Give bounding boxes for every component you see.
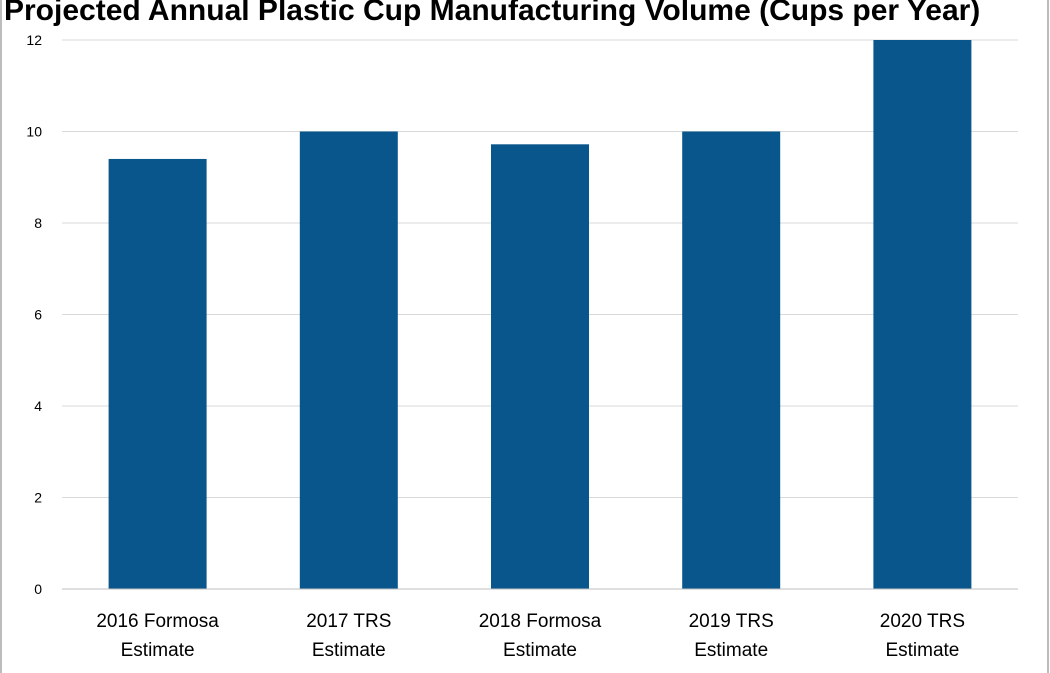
y-axis-tick-labels: 0 2 4 6 8 10 12: [26, 32, 42, 597]
y-tick-label: 2: [34, 490, 42, 506]
x-tick-label: 2018 Formosa: [479, 611, 602, 632]
x-tick-label: 2019 TRS: [689, 611, 774, 632]
x-tick-label: Estimate: [121, 640, 195, 661]
chart-title: Projected Annual Plastic Cup Manufacturi…: [4, 0, 980, 27]
y-tick-label: 0: [34, 581, 42, 597]
x-tick-label: Estimate: [885, 640, 959, 661]
x-tick-label: 2020 TRS: [880, 611, 965, 632]
x-tick-label: 2017 TRS: [306, 611, 391, 632]
y-tick-label: 6: [34, 307, 42, 323]
bar: [108, 158, 207, 589]
bar: [491, 144, 589, 589]
y-tick-label: 12: [26, 32, 42, 48]
x-tick-label: Estimate: [503, 640, 577, 661]
x-axis-category-labels: 2016 Formosa Estimate 2017 TRS Estimate 2018…: [96, 611, 965, 661]
y-tick-label: 8: [34, 215, 42, 231]
x-tick-label: Estimate: [312, 640, 386, 661]
x-tick-label: 2016 Formosa: [96, 611, 219, 632]
y-tick-label: 10: [26, 124, 42, 140]
bar: [873, 40, 972, 589]
bar: [682, 131, 781, 589]
x-tick-label: Estimate: [694, 640, 768, 661]
bars: [108, 40, 972, 589]
bar: [299, 131, 398, 589]
y-tick-label: 4: [34, 398, 42, 414]
